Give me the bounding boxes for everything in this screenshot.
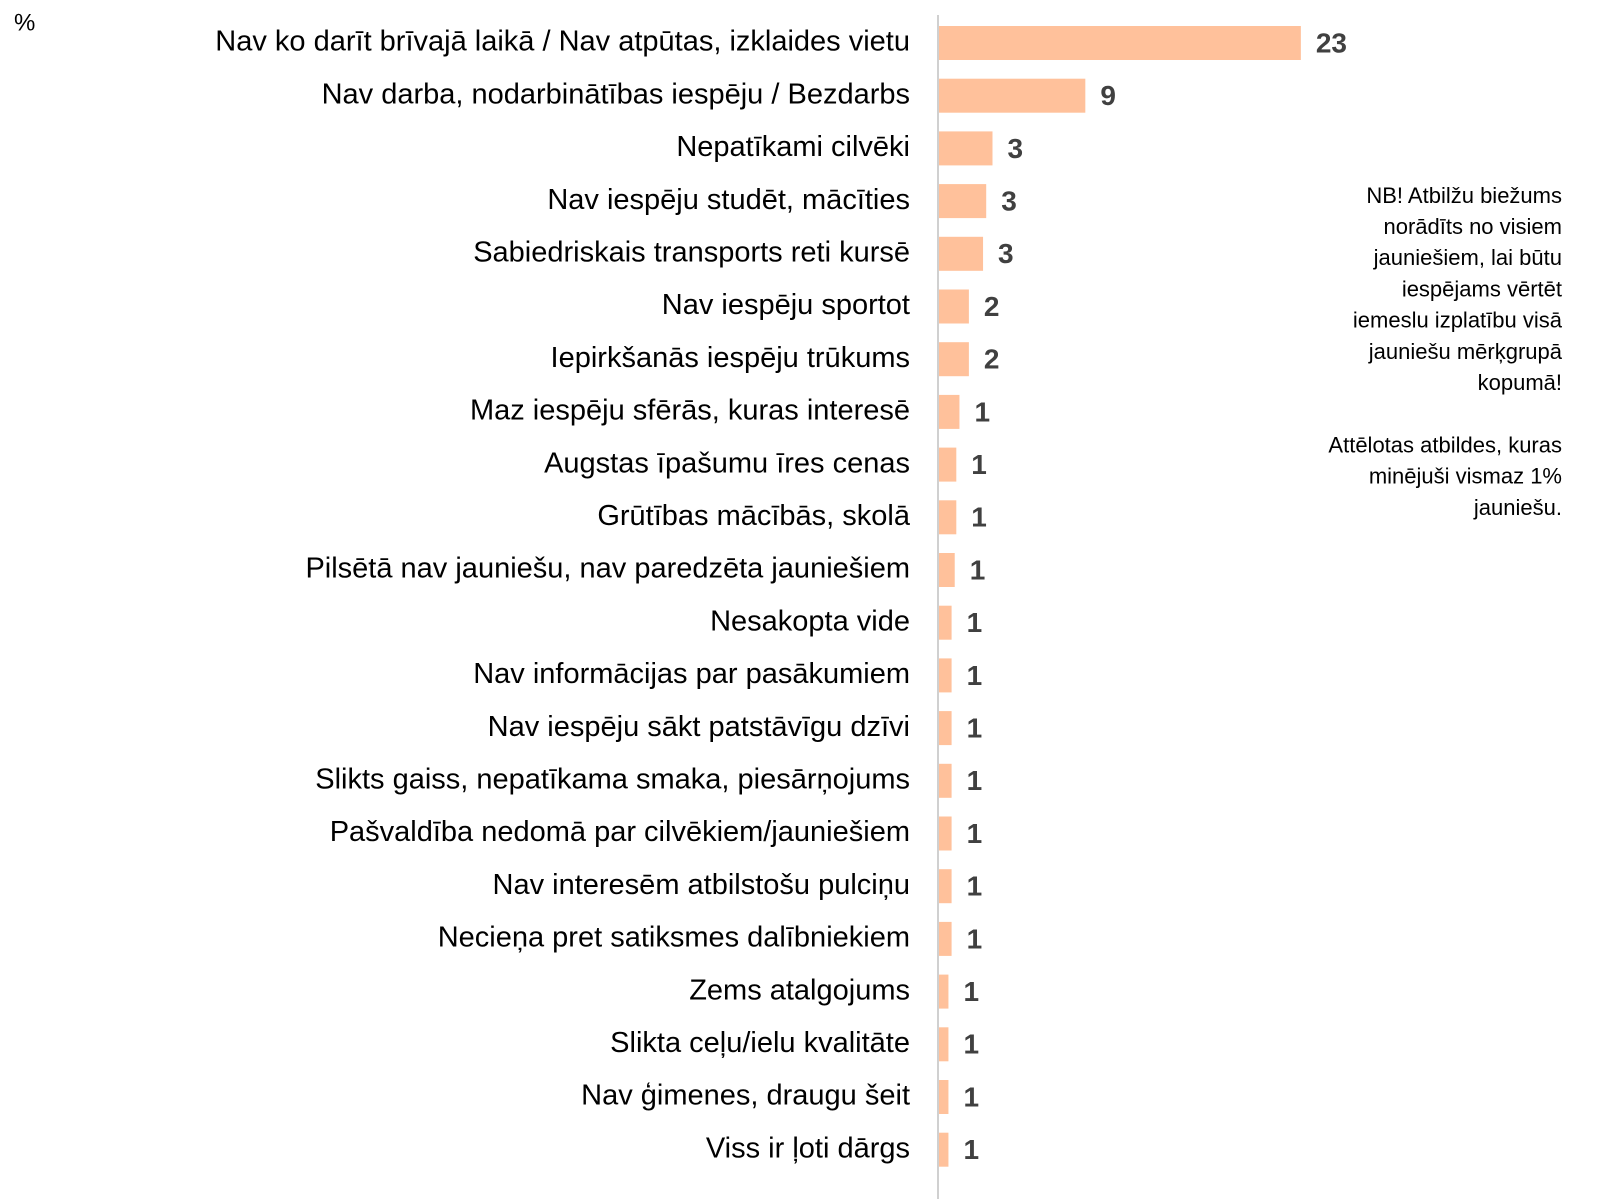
bar [939, 974, 949, 1009]
category-label: Nav informācijas par pasākumiem [473, 658, 910, 690]
value-label: 1 [967, 712, 983, 743]
value-label: 23 [1316, 27, 1347, 58]
bar [939, 711, 952, 746]
bar [939, 447, 957, 482]
bar [939, 500, 957, 535]
note-line: Attēlotas atbildes, kuras [1328, 432, 1562, 457]
note-line: NB! Atbilžu biežums [1366, 183, 1562, 208]
value-label: 1 [974, 396, 990, 427]
category-label: Nesakopta vide [710, 605, 910, 637]
category-label: Augstas īpašumu īres cenas [544, 447, 910, 479]
bar [939, 184, 987, 219]
bar [939, 1027, 949, 1062]
bar [939, 26, 1301, 60]
note-line: jauniešu. [1473, 495, 1562, 520]
value-label: 9 [1100, 80, 1116, 111]
bar [939, 394, 960, 429]
value-label: 1 [963, 1029, 979, 1060]
bar [939, 236, 984, 271]
value-label: 3 [1007, 133, 1023, 164]
value-label: 1 [971, 449, 987, 480]
category-label: Nav darba, nodarbinātības iespēju / Bezd… [322, 78, 910, 110]
bar [939, 763, 952, 798]
value-label: 3 [1001, 185, 1017, 216]
category-label: Pašvaldība nedomā par cilvēkiem/jaunieši… [330, 816, 910, 848]
bar [939, 342, 969, 377]
category-label: Nav ko darīt brīvajā laikā / Nav atpūtas… [215, 26, 910, 58]
value-label: 1 [967, 607, 983, 638]
bar [939, 816, 952, 851]
category-label: Nav iespēju sākt patstāvīgu dzīvi [488, 711, 910, 743]
note-line: norādīts no visiem [1383, 214, 1562, 239]
value-label: 1 [963, 1134, 979, 1165]
category-label: Iepirkšanās iespēju trūkums [551, 342, 910, 374]
bar [939, 78, 1086, 113]
value-label: 2 [984, 344, 1000, 375]
value-label: 1 [967, 818, 983, 849]
category-label: Zems atalgojums [689, 974, 910, 1006]
category-label: Nepatīkami cilvēki [676, 131, 910, 163]
note-line: jauniešiem, lai būtu [1373, 245, 1562, 270]
value-label: 1 [967, 923, 983, 954]
note-line: iemeslu izplatību visā [1353, 308, 1563, 333]
unit-label: % [14, 9, 35, 36]
value-label: 1 [967, 765, 983, 796]
value-label: 1 [967, 660, 983, 691]
category-label: Nav ģimenes, draugu šeit [581, 1080, 910, 1112]
bar [939, 131, 993, 166]
note-line: kopumā! [1478, 370, 1562, 395]
note-line: minējuši vismaz 1% [1369, 464, 1562, 489]
bar [939, 658, 952, 693]
category-label: Pilsētā nav jauniešu, nav paredzēta jaun… [305, 553, 910, 585]
value-label: 1 [967, 871, 983, 902]
value-label: 3 [998, 238, 1014, 269]
category-label: Maz iespēju sfērās, kuras interesē [470, 395, 910, 427]
category-label: Grūtības mācībās, skolā [597, 500, 911, 532]
value-label: 1 [963, 1081, 979, 1112]
category-label: Nav iespēju studēt, mācīties [547, 184, 910, 216]
category-label: Slikta ceļu/ielu kvalitāte [610, 1027, 910, 1059]
category-label: Viss ir ļoti dārgs [706, 1132, 910, 1164]
bar [939, 869, 952, 904]
bar [939, 1132, 949, 1167]
category-label: Sabiedriskais transports reti kursē [473, 236, 910, 268]
bar [939, 553, 955, 587]
value-label: 2 [984, 291, 1000, 322]
value-label: 1 [963, 976, 979, 1007]
note-line: iespējams vērtēt [1402, 276, 1562, 301]
bar [939, 1080, 949, 1114]
bar [939, 605, 952, 640]
category-label: Nav interesēm atbilstošu pulciņu [493, 869, 910, 901]
bar [939, 289, 969, 324]
note-line: jauniešu mērķgrupā [1368, 339, 1563, 364]
value-label: 1 [971, 502, 987, 533]
category-label: Nav iespēju sportot [662, 289, 910, 321]
bar [939, 921, 952, 956]
value-label: 1 [970, 554, 986, 585]
category-label: Slikts gaiss, nepatīkama smaka, piesārņo… [315, 763, 910, 795]
category-label: Necieņa pret satiksmes dalībniekiem [438, 922, 910, 954]
